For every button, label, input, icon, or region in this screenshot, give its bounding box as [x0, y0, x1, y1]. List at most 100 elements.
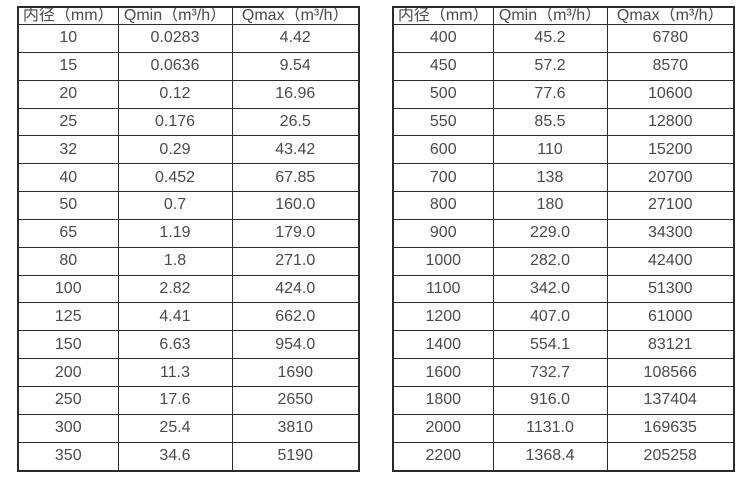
table-cell: 1131.0 [492, 413, 608, 443]
table-cell: 2.82 [117, 274, 233, 304]
table-cell: 1400 [392, 330, 494, 360]
table-row: 2200 1368.4 205258 [392, 441, 735, 472]
table-row: 25 0.176 26.5 [17, 107, 360, 137]
table-cell: 1000 [392, 246, 494, 276]
table-cell: 57.2 [492, 51, 608, 81]
table-cell: 200 [17, 358, 119, 387]
table-row: 550 85.5 12800 [392, 107, 735, 137]
table-cell: 424.0 [231, 274, 360, 304]
table-cell: 1100 [392, 274, 494, 304]
table-cell: 0.7 [117, 191, 233, 220]
table-cell: 137404 [606, 385, 735, 415]
table-cell: 2000 [392, 413, 494, 443]
table-cell: 800 [392, 191, 494, 220]
table-cell: 732.7 [492, 358, 608, 387]
table-cell: 17.6 [117, 385, 233, 415]
table-row: 1000 282.0 42400 [392, 246, 735, 276]
column-header: Qmin（m³/h） [492, 6, 608, 25]
table-cell: 61000 [606, 302, 735, 332]
table-row: 125 4.41 662.0 [17, 302, 360, 332]
table-row: 150 6.63 954.0 [17, 330, 360, 360]
table-cell: 300 [17, 413, 119, 443]
table-cell: 3810 [231, 413, 360, 443]
table-cell: 1.19 [117, 218, 233, 248]
table-cell: 34300 [606, 218, 735, 248]
table-cell: 25.4 [117, 413, 233, 443]
table-cell: 662.0 [231, 302, 360, 332]
table-cell: 67.85 [231, 163, 360, 193]
table-cell: 110 [492, 135, 608, 165]
flow-rate-table-left: 内径（mm） Qmin（m³/h） Qmax（m³/h） 10 0.0283 4.42 1… [17, 6, 360, 472]
table-cell: 554.1 [492, 330, 608, 360]
table-cell: 9.54 [231, 51, 360, 81]
table-row: 450 57.2 8570 [392, 51, 735, 81]
table-row: 10 0.0283 4.42 [17, 24, 360, 53]
table-cell: 150 [17, 330, 119, 360]
table-row: 200 11.3 1690 [17, 358, 360, 387]
table-cell: 600 [392, 135, 494, 165]
table-row: 250 17.6 2650 [17, 385, 360, 415]
table-cell: 85.5 [492, 107, 608, 137]
table-row: 1800 916.0 137404 [392, 385, 735, 415]
table-cell: 25 [17, 107, 119, 137]
table-header-row: 内径（mm） Qmin（m³/h） Qmax（m³/h） [17, 6, 360, 25]
table-cell: 83121 [606, 330, 735, 360]
table-cell: 160.0 [231, 191, 360, 220]
table-cell: 282.0 [492, 246, 608, 276]
table-row: 1400 554.1 83121 [392, 330, 735, 360]
table-cell: 138 [492, 163, 608, 193]
table-row: 700 138 20700 [392, 163, 735, 193]
table-cell: 26.5 [231, 107, 360, 137]
table-cell: 1800 [392, 385, 494, 415]
table-cell: 169635 [606, 413, 735, 443]
table-row: 50 0.7 160.0 [17, 191, 360, 220]
table-cell: 4.42 [231, 24, 360, 53]
table-row: 1100 342.0 51300 [392, 274, 735, 304]
table-cell: 8570 [606, 51, 735, 81]
table-row: 600 110 15200 [392, 135, 735, 165]
table-cell: 550 [392, 107, 494, 137]
table-cell: 10600 [606, 79, 735, 109]
table-row: 900 229.0 34300 [392, 218, 735, 248]
column-header: Qmax（m³/h） [606, 6, 735, 25]
table-body: 400 45.2 6780 450 57.2 8570 500 77.6 10600 550 85.… [392, 24, 735, 472]
table-cell: 43.42 [231, 135, 360, 165]
table-cell: 2200 [392, 441, 494, 472]
table-cell: 1.8 [117, 246, 233, 276]
table-cell: 15 [17, 51, 119, 81]
table-cell: 916.0 [492, 385, 608, 415]
table-cell: 65 [17, 218, 119, 248]
table-row: 300 25.4 3810 [17, 413, 360, 443]
table-cell: 32 [17, 135, 119, 165]
table-row: 20 0.12 16.96 [17, 79, 360, 109]
table-cell: 10 [17, 24, 119, 53]
header-row: 内径（mm） Qmin（m³/h） Qmax（m³/h） [17, 6, 360, 25]
table-cell: 407.0 [492, 302, 608, 332]
table-cell: 16.96 [231, 79, 360, 109]
table-row: 1600 732.7 108566 [392, 358, 735, 387]
table-cell: 350 [17, 441, 119, 472]
table-cell: 125 [17, 302, 119, 332]
table-cell: 34.6 [117, 441, 233, 472]
table-cell: 205258 [606, 441, 735, 472]
table-row: 400 45.2 6780 [392, 24, 735, 53]
table-row: 500 77.6 10600 [392, 79, 735, 109]
table-cell: 77.6 [492, 79, 608, 109]
table-cell: 20700 [606, 163, 735, 193]
header-row: 内径（mm） Qmin（m³/h） Qmax（m³/h） [392, 6, 735, 25]
table-cell: 6780 [606, 24, 735, 53]
column-header: Qmax（m³/h） [231, 6, 360, 25]
table-cell: 180 [492, 191, 608, 220]
table-row: 15 0.0636 9.54 [17, 51, 360, 81]
table-cell: 40 [17, 163, 119, 193]
table-cell: 900 [392, 218, 494, 248]
table-cell: 6.63 [117, 330, 233, 360]
table-cell: 250 [17, 385, 119, 415]
table-cell: 80 [17, 246, 119, 276]
table-body: 10 0.0283 4.42 15 0.0636 9.54 20 0.12 16.96 25 0.1… [17, 24, 360, 472]
table-row: 80 1.8 271.0 [17, 246, 360, 276]
table-cell: 2650 [231, 385, 360, 415]
flow-rate-table-right: 内径（mm） Qmin（m³/h） Qmax（m³/h） 400 45.2 6780 45… [392, 6, 735, 472]
table-cell: 100 [17, 274, 119, 304]
